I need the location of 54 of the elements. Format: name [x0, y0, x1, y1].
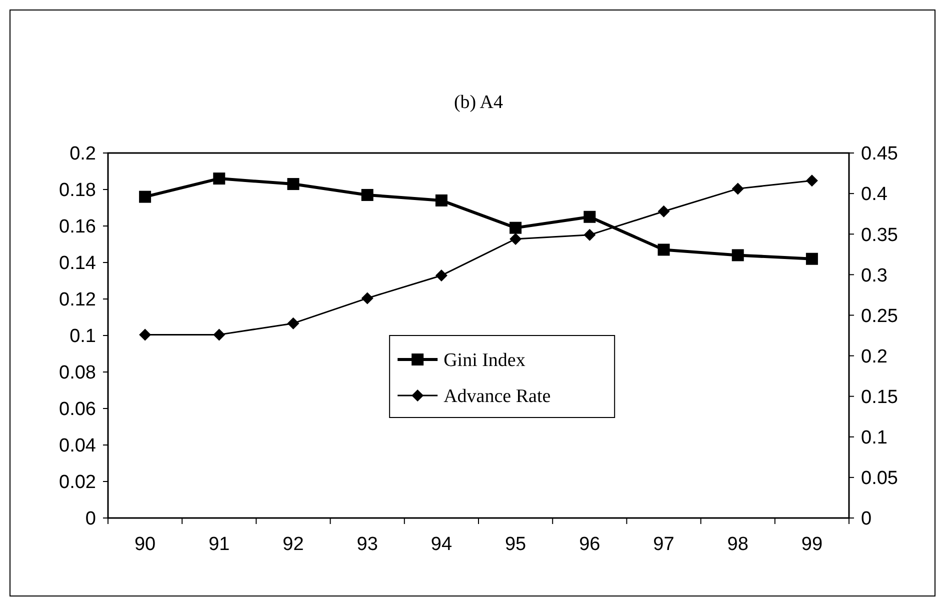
- y-tick-label: 0.12: [59, 290, 96, 311]
- y-tick-label: 0.04: [59, 436, 96, 457]
- legend-label: Advance Rate: [444, 386, 551, 408]
- x-tick-label: 91: [208, 534, 230, 555]
- point: [584, 210, 596, 223]
- point: [361, 292, 374, 304]
- y2-tick-label: 0.35: [861, 224, 898, 246]
- point: [287, 317, 300, 330]
- x-tick-label: 92: [282, 534, 304, 555]
- point: [658, 244, 670, 256]
- y2-tick-label: 0.15: [861, 386, 898, 408]
- point: [806, 174, 818, 187]
- x-tick-label: 97: [653, 534, 674, 555]
- y-tick-label: 0.1: [70, 326, 96, 348]
- point: [732, 182, 744, 195]
- y2-tick-label: 0: [861, 508, 872, 530]
- x-tick-label: 90: [134, 534, 156, 555]
- y2-tick-label: 0.05: [861, 468, 898, 490]
- y2-tick-label: 0.25: [861, 306, 898, 327]
- y2-tick-label: 0.1: [861, 428, 888, 449]
- point: [732, 249, 744, 262]
- x-tick-label: 99: [801, 534, 823, 555]
- y2-tick-label: 0.4: [861, 184, 888, 206]
- y2-tick-label: 0.45: [861, 144, 898, 165]
- y-tick-label: 0.14: [59, 253, 96, 274]
- point: [213, 328, 226, 341]
- point: [510, 222, 522, 234]
- point: [584, 228, 596, 241]
- point: [287, 178, 300, 190]
- y-tick-label: 0.2: [70, 144, 96, 165]
- x-tick-label: 95: [504, 534, 526, 555]
- y-tick-label: 0.08: [59, 362, 96, 384]
- legend-label: Gini Index: [444, 350, 526, 372]
- point: [658, 205, 670, 218]
- point: [435, 269, 448, 282]
- x-tick-label: 94: [430, 534, 452, 555]
- y-tick-label: 0.02: [59, 472, 96, 494]
- point: [139, 190, 152, 203]
- x-tick-label: 98: [727, 534, 748, 555]
- y-tick-label: 0.18: [59, 180, 96, 202]
- y2-tick-label: 0.2: [861, 346, 888, 368]
- y2-tick-label: 0.3: [861, 265, 888, 286]
- point: [435, 194, 448, 206]
- y-tick-label: 0.16: [59, 216, 96, 238]
- point: [361, 188, 374, 201]
- point: [510, 232, 522, 245]
- x-tick-label: 93: [356, 534, 378, 555]
- y-tick-label: 0.06: [59, 399, 96, 420]
- point: [139, 328, 152, 341]
- x-tick-label: 96: [579, 534, 600, 555]
- y-tick-label: 0: [85, 508, 96, 530]
- point: [806, 252, 818, 265]
- point: [213, 172, 226, 185]
- chart-title: (b) A4: [454, 92, 504, 113]
